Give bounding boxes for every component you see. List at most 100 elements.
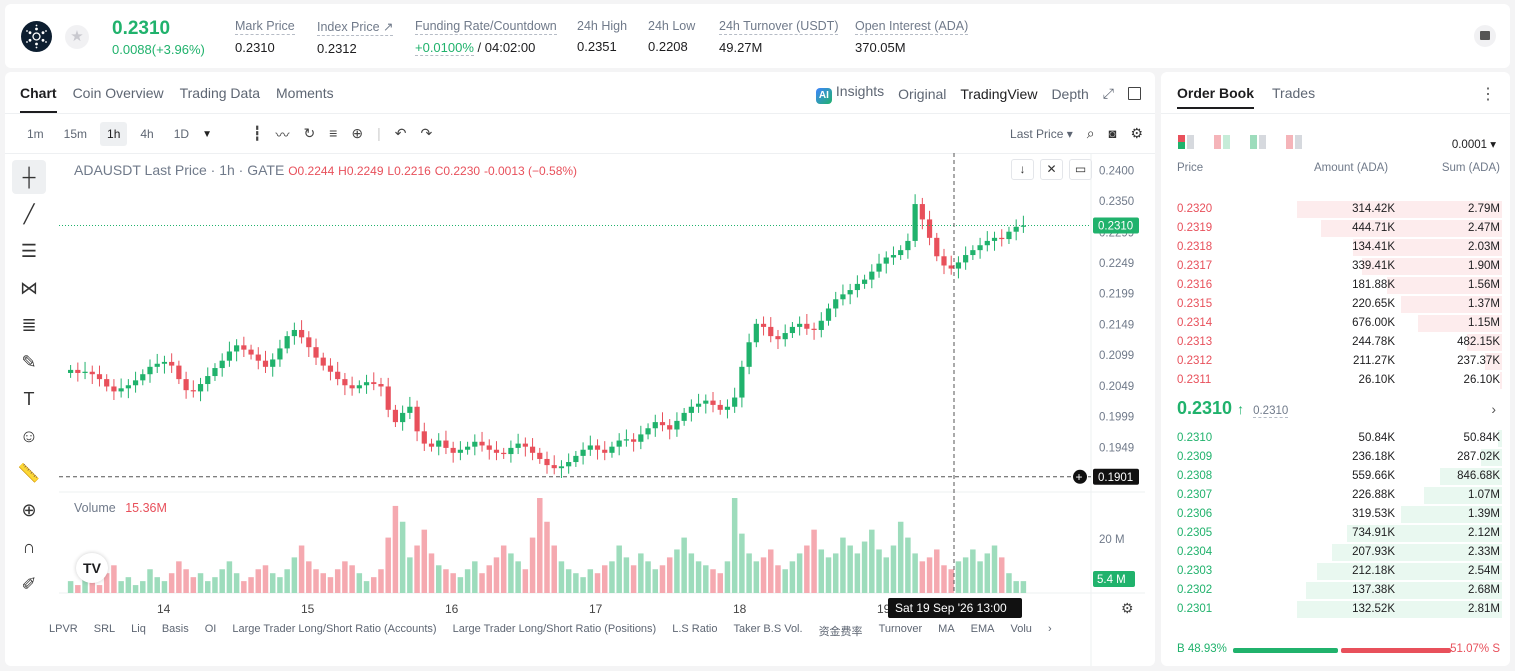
insights-button[interactable]: AI Insights — [815, 83, 884, 104]
search-icon[interactable]: ⌕ — [1086, 125, 1095, 141]
stat-label[interactable]: Open Interest (ADA) — [855, 19, 969, 35]
tab-moments[interactable]: Moments — [276, 85, 334, 101]
indicator-item[interactable]: Basis — [161, 623, 189, 635]
indicator-item[interactable]: Turnover — [878, 623, 923, 635]
bid-row[interactable]: 0.2304 207.93K 2.33M — [1161, 543, 1510, 562]
indicator-item[interactable]: MA — [938, 623, 955, 635]
camera-icon[interactable]: ◙ — [1108, 126, 1117, 141]
redo-icon[interactable]: ↷ — [420, 125, 433, 141]
interval-1m[interactable]: 1m — [27, 127, 44, 141]
stat-label[interactable]: Funding Rate/Countdown — [415, 19, 557, 35]
pattern-icon[interactable]: ⋈ — [20, 278, 38, 298]
indicator-item[interactable]: LPVR — [49, 623, 78, 635]
mid-price[interactable]: 0.2310 ↑ 0.2310 — [1177, 398, 1289, 419]
bid-row[interactable]: 0.2301 132.52K 2.81M — [1161, 600, 1510, 619]
ask-row[interactable]: 0.2319 444.71K 2.47M — [1161, 219, 1510, 238]
gear-icon[interactable]: ⚙ — [1130, 125, 1143, 141]
tab-order-book[interactable]: Order Book — [1177, 85, 1255, 109]
tab-chart[interactable]: Chart — [20, 85, 57, 113]
ask-row[interactable]: 0.2318 134.41K 2.03M — [1161, 238, 1510, 257]
tradingview-logo: TV — [76, 553, 108, 583]
bid-row[interactable]: 0.2305 734.91K 2.12M — [1161, 524, 1510, 543]
indicator-item[interactable]: SRL — [93, 623, 116, 635]
candlestick-chart[interactable]: 0.24000.23500.22990.22490.21990.21490.20… — [59, 153, 1145, 666]
trendline-icon[interactable]: ╱ — [23, 204, 35, 224]
brush-icon[interactable]: ✎ — [21, 352, 37, 372]
bid-row[interactable]: 0.2309 236.18K 287.02K — [1161, 448, 1510, 467]
view-depth[interactable]: Depth — [1051, 85, 1089, 102]
text-icon[interactable]: T — [23, 389, 35, 409]
indicators-icon[interactable]: 〰 — [275, 127, 290, 143]
view-original[interactable]: Original — [898, 85, 947, 102]
ask-row[interactable]: 0.2320 314.42K 2.79M — [1161, 200, 1510, 219]
horizontal-lines-icon[interactable]: ☰ — [20, 241, 38, 261]
mode-mixed-icon[interactable] — [1214, 135, 1231, 149]
ask-row[interactable]: 0.2317 339.41K 1.90M — [1161, 257, 1510, 276]
funding-countdown: / 04:02:00 — [473, 40, 536, 55]
indicator-item[interactable]: Large Trader Long/Short Ratio (Positions… — [452, 623, 657, 635]
undo-icon[interactable]: ↶ — [394, 125, 407, 141]
ask-row[interactable]: 0.2314 676.00K 1.15M — [1161, 314, 1510, 333]
tab-coin-overview[interactable]: Coin Overview — [72, 85, 164, 101]
indicator-item[interactable]: OI — [204, 623, 217, 635]
chevron-down-icon[interactable]: ▼ — [202, 128, 212, 140]
mode-bids-icon[interactable] — [1250, 135, 1267, 149]
candle-type-icon[interactable]: ┇ — [253, 125, 262, 141]
indicator-item[interactable]: L.S Ratio — [672, 623, 718, 635]
favorite-star-icon[interactable]: ★ — [65, 25, 89, 49]
row-sum: 1.15M — [1468, 317, 1500, 329]
expand-icon[interactable]: ⤢ — [1102, 85, 1114, 101]
bid-row[interactable]: 0.2308 559.66K 846.68K — [1161, 467, 1510, 486]
magnet-icon[interactable]: ∩ — [22, 537, 36, 557]
bid-row[interactable]: 0.2306 319.53K 1.39M — [1161, 505, 1510, 524]
document-icon[interactable] — [1474, 25, 1496, 47]
ask-row[interactable]: 0.2311 26.10K 26.10K — [1161, 371, 1510, 390]
indicator-item[interactable]: EMA — [970, 623, 995, 635]
indicator-item[interactable]: Volu — [1010, 623, 1032, 635]
ask-row[interactable]: 0.2313 244.78K 482.15K — [1161, 333, 1510, 352]
stat-label[interactable]: Mark Price — [235, 19, 295, 35]
emoji-icon[interactable]: ☺ — [19, 426, 39, 446]
view-tradingview[interactable]: TradingView — [960, 85, 1038, 102]
price-chart[interactable]: 0.24000.23500.22990.22490.21990.21490.20… — [59, 153, 1145, 666]
ask-row[interactable]: 0.2315 220.65K 1.37M — [1161, 295, 1510, 314]
row-price: 0.2320 — [1177, 203, 1213, 215]
ruler-icon[interactable]: 📏 — [17, 463, 41, 483]
bid-row[interactable]: 0.2310 50.84K 50.84K — [1161, 429, 1510, 448]
interval-1d[interactable]: 1D — [173, 127, 190, 141]
indicator-item[interactable]: Liq — [131, 623, 146, 635]
indicator-item[interactable]: Large Trader Long/Short Ratio (Accounts) — [232, 623, 437, 635]
precision-select[interactable]: 0.0001 ▾ — [1451, 139, 1496, 151]
price-type-select[interactable]: Last Price ▾ — [1010, 126, 1073, 141]
tab-trades[interactable]: Trades — [1272, 85, 1316, 101]
zoom-icon[interactable]: ⊕ — [21, 500, 37, 520]
refresh-icon[interactable]: ↻ — [303, 125, 316, 141]
more-icon[interactable]: ⋮ — [1480, 86, 1496, 103]
mode-both-icon[interactable] — [1178, 135, 1195, 149]
ask-row[interactable]: 0.2316 181.88K 1.56M — [1161, 276, 1510, 295]
arrow-down-icon[interactable]: ↓ — [1011, 159, 1034, 180]
mode-asks-icon[interactable] — [1286, 135, 1303, 149]
add-indicator-icon[interactable]: ⊕ — [351, 125, 364, 141]
bid-row[interactable]: 0.2302 137.38K 2.68M — [1161, 581, 1510, 600]
stat-label[interactable]: 24h Turnover (USDT) — [719, 19, 839, 35]
tab-trading-data[interactable]: Trading Data — [179, 85, 261, 101]
bid-row[interactable]: 0.2307 226.88K 1.07M — [1161, 486, 1510, 505]
crosshair-icon[interactable]: ┼ — [12, 160, 46, 194]
pencil-icon[interactable]: ✐ — [21, 574, 37, 594]
stat-label[interactable]: Index Price ↗ — [317, 20, 394, 36]
interval-4h[interactable]: 4h — [140, 127, 154, 141]
chevron-right-icon[interactable]: › — [1047, 623, 1052, 635]
ask-row[interactable]: 0.2312 211.27K 237.37K — [1161, 352, 1510, 371]
interval-1h[interactable]: 1h — [100, 122, 128, 146]
indicator-item[interactable]: 资金费率 — [818, 626, 863, 638]
bid-row[interactable]: 0.2303 212.18K 2.54M — [1161, 562, 1510, 581]
fib-icon[interactable]: ≣ — [21, 315, 37, 335]
window-icon[interactable] — [1128, 87, 1141, 100]
interval-15m[interactable]: 15m — [63, 127, 88, 141]
chevron-right-icon[interactable]: › — [1491, 401, 1496, 417]
restore-icon[interactable]: ▭ — [1069, 159, 1092, 180]
template-icon[interactable]: ≡ — [329, 125, 338, 141]
indicator-item[interactable]: Taker B.S Vol. — [733, 623, 803, 635]
collapse-icon[interactable]: ✕ — [1040, 159, 1063, 180]
